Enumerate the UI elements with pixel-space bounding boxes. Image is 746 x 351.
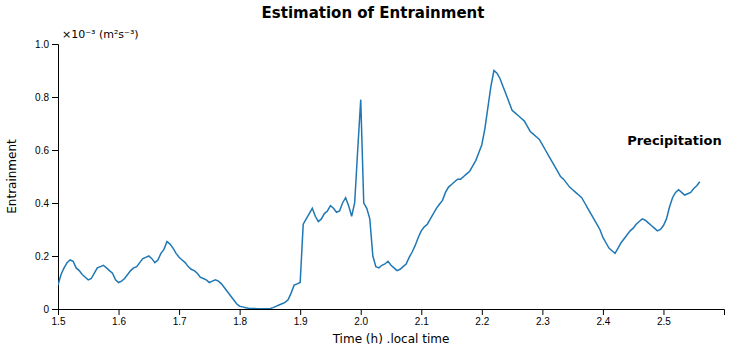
annotations: ×10⁻³ (m²s⁻³) Precipitation: [62, 28, 722, 148]
unit-note: ×10⁻³ (m²s⁻³): [62, 28, 139, 41]
tick-label: 0.2: [35, 251, 49, 262]
tick-mark: [482, 309, 483, 315]
tick-label: 2.1: [415, 316, 429, 327]
tick: 0.6: [35, 145, 58, 156]
marks: [58, 71, 700, 309]
x-axis: 1.5 1.6 1.7 1.8 1.9 2.0 2.1 2.2 2.3 2.4 2.5: [52, 309, 725, 327]
tick: 0.4: [35, 198, 58, 209]
tick: 0: [43, 304, 58, 315]
tick-label: 2.0: [354, 316, 368, 327]
line: [58, 71, 700, 309]
tick-label: 1.5: [52, 316, 66, 327]
axis-line: [52, 45, 59, 310]
tick-mark: [52, 256, 58, 257]
tick: 1.7: [173, 309, 187, 327]
plot-area: 1.5 1.6 1.7 1.8 1.9 2.0 2.1 2.2 2.3 2.4 2.5 0 0.2 0.4…: [35, 39, 724, 327]
axis-line: [59, 310, 725, 316]
tick: 1.8: [233, 309, 247, 327]
tick-label: 0: [43, 304, 49, 315]
tick-mark: [179, 309, 180, 315]
tick: 2.1: [415, 309, 429, 327]
tick-label: 1.8: [233, 316, 247, 327]
tick-label: 2.4: [596, 316, 610, 327]
tick-label: 0.6: [35, 145, 49, 156]
annotation: Precipitation: [627, 133, 722, 148]
tick-mark: [52, 97, 58, 98]
title: Estimation of Entrainment: [262, 4, 485, 22]
y-axis-title: Entrainment: [5, 139, 19, 214]
tick: 0.8: [35, 92, 58, 103]
x-axis-title: Time (h) .local time: [332, 332, 450, 346]
tick-label: 0.4: [35, 198, 49, 209]
tick: 2.4: [596, 309, 610, 327]
tick-label: 1.9: [294, 316, 308, 327]
tick-mark: [542, 309, 543, 315]
tick-label: 2.3: [536, 316, 550, 327]
tick: 2.2: [475, 309, 489, 327]
tick-mark: [300, 309, 301, 315]
tick: 2.5: [657, 309, 671, 327]
tick: 2.3: [536, 309, 550, 327]
tick: 0.2: [35, 251, 58, 262]
tick-mark: [119, 309, 120, 315]
tick-label: 1.6: [112, 316, 126, 327]
y-axis: 0 0.2 0.4 0.6 0.8 1.0: [35, 39, 58, 315]
tick: 1.6: [112, 309, 126, 327]
tick-mark: [52, 150, 58, 151]
tick-label: 2.2: [475, 316, 489, 327]
tick: 1.0: [35, 39, 58, 50]
tick: 1.9: [294, 309, 308, 327]
tick: 1.5: [52, 309, 66, 327]
tick-mark: [52, 203, 58, 204]
tick-mark: [361, 309, 362, 315]
tick-mark: [52, 44, 58, 45]
tick: 2.0: [354, 309, 368, 327]
tick-mark: [663, 309, 664, 315]
tick-label: 2.5: [657, 316, 671, 327]
tick-mark: [603, 309, 604, 315]
tick-mark: [52, 309, 58, 310]
tick-label: 1.0: [35, 39, 49, 50]
tick-mark: [421, 309, 422, 315]
tick-label: 1.7: [173, 316, 187, 327]
tick-label: 0.8: [35, 92, 49, 103]
tick-mark: [240, 309, 241, 315]
chart: 1.5 1.6 1.7 1.8 1.9 2.0 2.1 2.2 2.3 2.4 2.5 0 0.2 0.4…: [0, 0, 746, 351]
